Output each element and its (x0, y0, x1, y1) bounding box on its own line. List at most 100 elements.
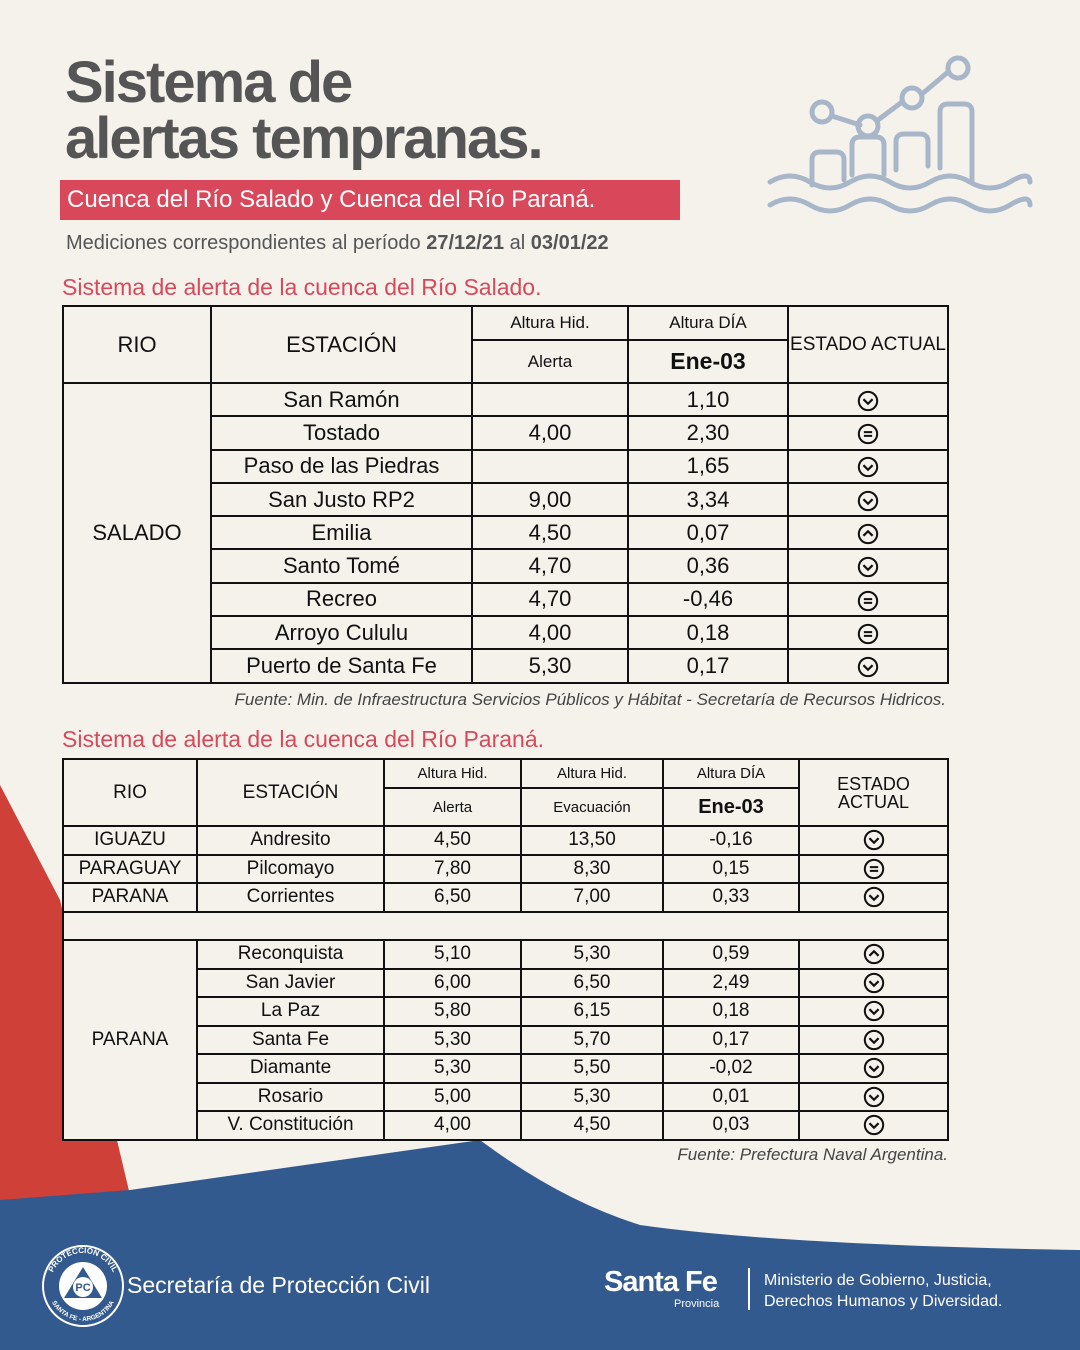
status-icon (857, 623, 879, 645)
ministry: Ministerio de Gobierno, Justicia, (764, 1272, 992, 1289)
source-text: Prefectura Naval Argentina. (739, 1145, 948, 1164)
cell: 0,17 (627, 648, 789, 684)
status-cell (798, 1081, 949, 1112)
source-text: Min. de Infraestructura Servicios Públic… (296, 690, 946, 709)
header: Ene-03 (662, 787, 800, 827)
header: Altura Hid. (471, 305, 629, 341)
status-icon (857, 456, 879, 478)
header: Altura Hid. (383, 758, 522, 789)
header: ESTADO ACTUAL (787, 305, 949, 384)
cell: -0,02 (662, 1053, 800, 1084)
divider (748, 1268, 750, 1310)
status-icon (863, 1114, 885, 1136)
cell: Santo Tomé (210, 548, 473, 584)
status-icon (863, 1000, 885, 1022)
cell: Arroyo Cululu (210, 615, 473, 651)
status-cell (787, 515, 949, 551)
secretaria: Secretaría de Protección Civil (127, 1272, 430, 1298)
period-text: al (509, 232, 526, 254)
cell (471, 381, 629, 418)
status-cell (798, 882, 949, 913)
title: alertas tempranas. (65, 106, 544, 171)
cell: 0,18 (662, 996, 800, 1027)
cell: 4,50 (471, 515, 629, 551)
cell: Tostado (210, 415, 473, 451)
cell: PARANA (62, 882, 198, 913)
title: Sistema de (65, 50, 353, 115)
status-icon (857, 390, 879, 412)
cell: 3,34 (627, 481, 789, 518)
header: Alerta (383, 787, 522, 827)
cell: Recreo (210, 581, 473, 618)
header: RIO (62, 305, 212, 384)
status-cell (798, 1053, 949, 1084)
cell: 4,00 (471, 615, 629, 651)
date: 03/01/22 (530, 232, 609, 254)
cell: 7,00 (520, 882, 664, 913)
logo-mark: PC (75, 1282, 90, 1294)
status-icon (863, 1086, 885, 1108)
status-cell (798, 996, 949, 1027)
ministry: Derechos Humanos y Diversidad. (764, 1293, 1003, 1310)
cell: Andresito (196, 825, 385, 856)
rio: SALADO (62, 382, 212, 684)
cell: San Justo RP2 (210, 481, 473, 518)
status-icon (863, 829, 885, 851)
status-icon (863, 858, 885, 880)
cell: 0,03 (662, 1110, 800, 1141)
cell: 0,33 (662, 882, 800, 913)
cell: Diamante (196, 1053, 385, 1084)
cell: 8,30 (520, 853, 664, 884)
cell: 0,17 (662, 1024, 800, 1055)
cell: 4,70 (471, 581, 629, 618)
cell: 5,70 (520, 1024, 664, 1055)
status-icon (863, 886, 885, 908)
cell: 6,50 (520, 967, 664, 998)
cell: IGUAZU (62, 825, 198, 856)
cell: -0,46 (627, 581, 789, 618)
cell: 5,80 (383, 996, 522, 1027)
cell: 0,36 (627, 548, 789, 584)
cell: 6,00 (383, 967, 522, 998)
status-cell (787, 481, 949, 518)
cell: 4,70 (471, 548, 629, 584)
cell: 4,50 (520, 1110, 664, 1141)
source: Fuente: Prefectura Naval Argentina. (677, 1145, 948, 1165)
status-cell (787, 615, 949, 651)
date: 27/12/21 (426, 232, 505, 254)
cell (471, 448, 629, 484)
section-title: Sistema de alerta de la cuenca del Río S… (62, 274, 542, 300)
cell: Paso de las Piedras (210, 448, 473, 484)
header: Evacuación (520, 787, 664, 827)
cell: 6,50 (383, 882, 522, 913)
status-cell (787, 415, 949, 451)
cell: 2,49 (662, 967, 800, 998)
cell: 5,30 (383, 1024, 522, 1055)
header: ESTACIÓN (210, 305, 473, 384)
source-label: Fuente: (234, 690, 293, 709)
cell: 7,80 (383, 853, 522, 884)
status-icon (857, 490, 879, 512)
cell: 4,50 (383, 825, 522, 856)
source-label: Fuente: (677, 1145, 736, 1164)
status-cell (798, 967, 949, 998)
cell: 0,07 (627, 515, 789, 551)
header: Altura DÍA (627, 305, 789, 341)
cell: 1,65 (627, 448, 789, 484)
cell: La Paz (196, 996, 385, 1027)
cell: Reconquista (196, 939, 385, 970)
cell: 5,10 (383, 939, 522, 970)
header: Altura Hid. (520, 758, 664, 789)
header: Altura DÍA (662, 758, 800, 789)
cell: Corrientes (196, 882, 385, 913)
logo: PC PROTECCIÓN CIVIL SANTA FE - ARGENTINA (42, 1245, 124, 1327)
cell: 5,30 (520, 939, 664, 970)
status-icon (863, 1057, 885, 1079)
status-icon (857, 590, 879, 612)
cell: San Javier (196, 967, 385, 998)
period: Mediciones correspondientes al período 2… (66, 232, 609, 255)
header: ESTADO ACTUAL (798, 758, 949, 827)
cell: Puerto de Santa Fe (210, 648, 473, 684)
cell: PARAGUAY (62, 853, 198, 884)
